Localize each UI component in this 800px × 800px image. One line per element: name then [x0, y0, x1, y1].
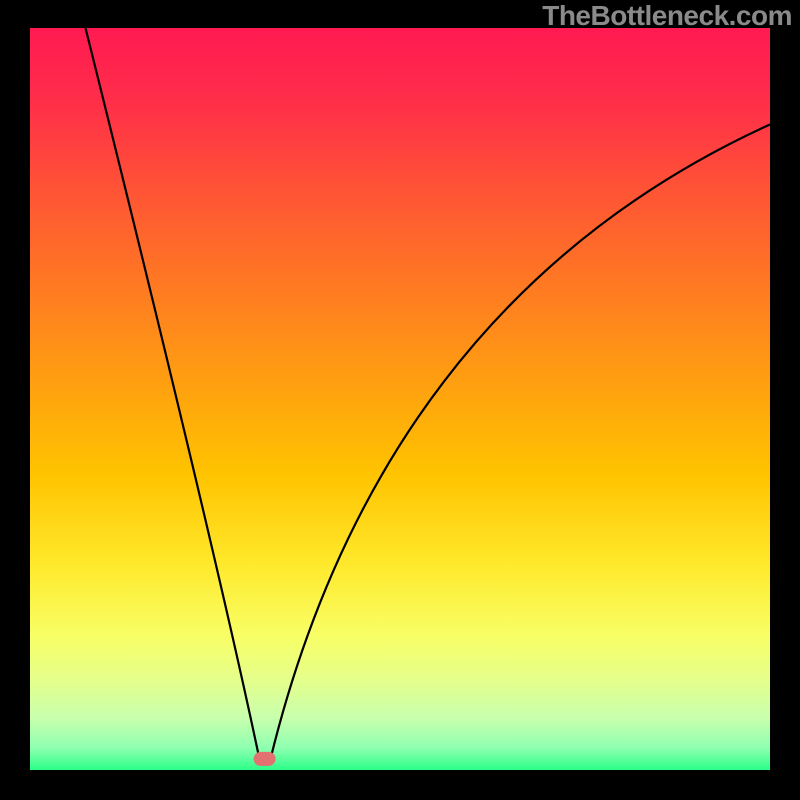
bottleneck-chart: [0, 0, 800, 800]
min-marker: [254, 752, 276, 766]
plot-area-gradient: [30, 28, 770, 770]
chart-container: TheBottleneck.com: [0, 0, 800, 800]
watermark-text: TheBottleneck.com: [542, 0, 792, 32]
